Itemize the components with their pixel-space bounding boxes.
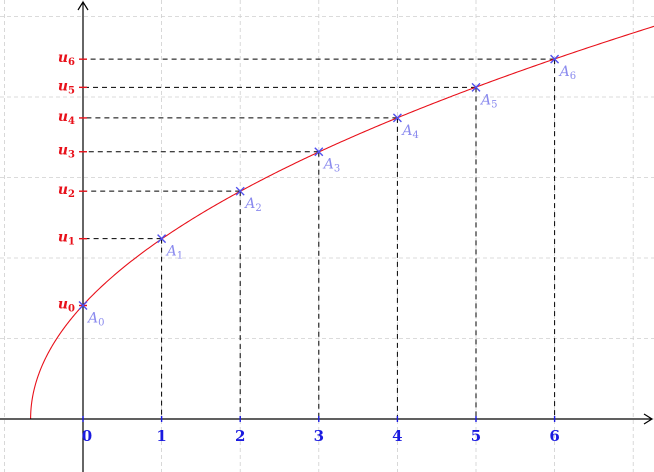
- x-tick-label: 0: [82, 427, 92, 445]
- x-tick-label: 1: [156, 427, 166, 445]
- x-ticks: 0 1 2 3 4 5 6: [82, 416, 560, 445]
- point-label: A3: [322, 157, 341, 175]
- y-ticks: u0 u1 u2 u3 u4 u5 u6: [58, 50, 87, 314]
- point-marker: [471, 82, 481, 92]
- u-label: u2: [58, 182, 75, 200]
- point-marker: [78, 301, 88, 310]
- x-tick-label: 5: [471, 427, 481, 445]
- point-marker: [235, 186, 245, 196]
- x-tick-label: 4: [392, 427, 402, 445]
- x-tick-label: 6: [549, 427, 559, 445]
- x-tick-label: 3: [314, 427, 324, 445]
- guide-lines: [82, 58, 556, 419]
- y-axis: [77, 0, 89, 472]
- u-label: u0: [58, 296, 75, 314]
- function-curve: [30, 25, 654, 420]
- u-label: u6: [58, 50, 75, 68]
- sequence-points: A0 A1 A2 A3 A4 A5 A6: [78, 54, 577, 328]
- u-label: u1: [58, 230, 75, 248]
- u-label: u3: [58, 143, 75, 161]
- x-tick-label: 2: [235, 427, 245, 445]
- u-label: u5: [58, 78, 75, 96]
- point-marker: [550, 54, 560, 64]
- point-marker: [157, 234, 167, 244]
- point-marker: [392, 113, 402, 123]
- point-label: A1: [165, 244, 184, 262]
- u-label: u4: [58, 109, 75, 127]
- point-label: A2: [243, 196, 262, 214]
- x-axis: [0, 413, 654, 425]
- point-label: A6: [558, 64, 577, 82]
- point-label: A4: [400, 123, 419, 141]
- point-label: A5: [479, 92, 498, 110]
- point-marker: [314, 147, 324, 157]
- point-label: A0: [86, 310, 105, 328]
